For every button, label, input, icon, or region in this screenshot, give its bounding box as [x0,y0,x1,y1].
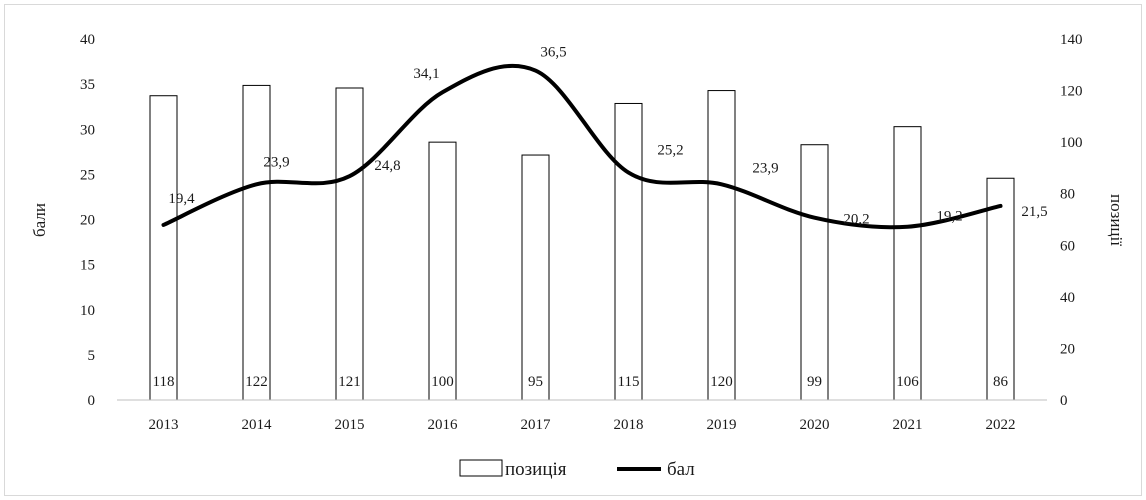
bar-2022 [986,177,1015,401]
chart-frame: 0 5 10 15 20 25 30 35 40 0 20 40 60 80 100 120 140 2013… [4,4,1142,496]
y-left-tick-label: 30 [80,122,95,138]
bar-data-label: 122 [245,374,268,390]
line-data-label: 36,5 [540,45,566,61]
x-tick-label: 2020 [800,417,830,433]
x-tick-label: 2018 [614,417,644,433]
legend-label-position: позиція [505,459,567,480]
combo-chart: 0 5 10 15 20 25 30 35 40 0 20 40 60 80 100 120 140 2013… [30,32,1126,480]
y-left-tick-label: 40 [80,32,95,48]
line-data-label: 24,8 [374,158,400,174]
bar-data-label: 120 [710,374,733,390]
line-data-label: 23,9 [752,160,778,176]
y-left-tick-label: 0 [88,393,96,409]
y-left-tick-label: 25 [80,167,95,183]
bar-data-label: 95 [528,374,543,390]
y-left-tick-label: 10 [80,303,95,319]
y-right-tick-label: 140 [1060,32,1083,48]
bar-2018 [614,102,643,401]
bar-series-group [149,84,1015,401]
line-data-label: 25,2 [657,143,683,159]
bar-2017 [521,154,550,401]
x-tick-label: 2017 [521,417,552,433]
line-data-label: 23,9 [263,154,289,170]
bar-2021 [893,126,922,401]
bar-2015 [335,87,364,401]
bar-data-label: 99 [807,374,822,390]
line-data-label: 21,5 [1021,204,1047,220]
y-axis-left-title: бали [30,203,49,237]
x-tick-label: 2016 [428,417,459,433]
line-series-group [161,63,1003,230]
x-tick-label: 2022 [986,417,1016,433]
x-tick-label: 2013 [149,417,179,433]
y-left-tick-label: 35 [80,77,95,93]
bar-2019 [707,90,736,401]
legend: позиція бал [459,459,695,480]
x-tick-label: 2019 [707,417,737,433]
y-right-tick-label: 100 [1060,135,1083,151]
bar-data-label: 100 [431,374,454,390]
line-data-label: 20,2 [843,212,869,228]
y-axis-right-ticks: 0 20 40 60 80 100 120 140 [1060,32,1083,409]
bar-2016 [428,141,457,401]
bar-2014 [242,84,271,401]
bar-2020 [800,144,829,401]
line-data-label: 19,4 [168,191,195,207]
legend-label-score: бал [667,459,695,480]
data-labels-group: 118 122 121 100 95 115 120 99 106 86 19,4 23,9 24,8 3… [153,45,1048,390]
y-left-tick-label: 15 [80,258,95,274]
y-right-tick-label: 120 [1060,84,1083,100]
bar-data-label: 106 [896,374,919,390]
y-right-tick-label: 0 [1060,393,1068,409]
y-axis-right-title: позиції [1107,194,1126,246]
x-tick-label: 2014 [242,417,273,433]
line-data-label: 34,1 [413,66,439,82]
legend-bar-swatch [459,459,503,477]
x-tick-label: 2015 [335,417,365,433]
y-left-tick-label: 5 [88,348,96,364]
bar-data-label: 86 [993,374,1009,390]
y-axis-left-ticks: 0 5 10 15 20 25 30 35 40 [80,32,95,409]
x-axis-ticks: 2013 2014 2015 2016 2017 2018 2019 2020 2021 2022 [149,417,1016,433]
bar-data-label: 115 [618,374,640,390]
line-data-label: 19,2 [936,209,962,225]
line-series-score [161,63,1003,230]
y-left-tick-label: 20 [80,213,95,229]
bar-data-label: 118 [153,374,175,390]
bar-2013 [149,95,178,401]
y-right-tick-label: 60 [1060,238,1075,254]
bar-data-label: 121 [338,374,361,390]
y-right-tick-label: 80 [1060,187,1075,203]
y-right-tick-label: 40 [1060,290,1075,306]
x-tick-label: 2021 [893,417,923,433]
y-right-tick-label: 20 [1060,341,1075,357]
